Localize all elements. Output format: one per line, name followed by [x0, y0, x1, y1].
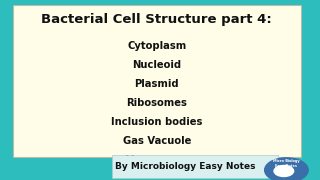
FancyBboxPatch shape	[13, 5, 301, 157]
FancyBboxPatch shape	[112, 155, 278, 178]
Text: Gas Vacuole: Gas Vacuole	[123, 136, 191, 146]
Text: Micro Biology
Easy Notes: Micro Biology Easy Notes	[273, 159, 300, 168]
Text: Ribosomes: Ribosomes	[126, 98, 187, 108]
Text: By Microbiology Easy Notes: By Microbiology Easy Notes	[115, 162, 255, 171]
Text: Nucleoid: Nucleoid	[132, 60, 181, 70]
Text: Plasmid: Plasmid	[134, 79, 179, 89]
Text: Bacterial Cell Structure part 4:: Bacterial Cell Structure part 4:	[41, 13, 272, 26]
Text: Inclusion bodies: Inclusion bodies	[111, 117, 203, 127]
Text: Cytoplasm: Cytoplasm	[127, 41, 187, 51]
Circle shape	[274, 165, 294, 177]
Text: Mesosomes: Mesosomes	[124, 155, 189, 165]
Circle shape	[265, 158, 308, 180]
